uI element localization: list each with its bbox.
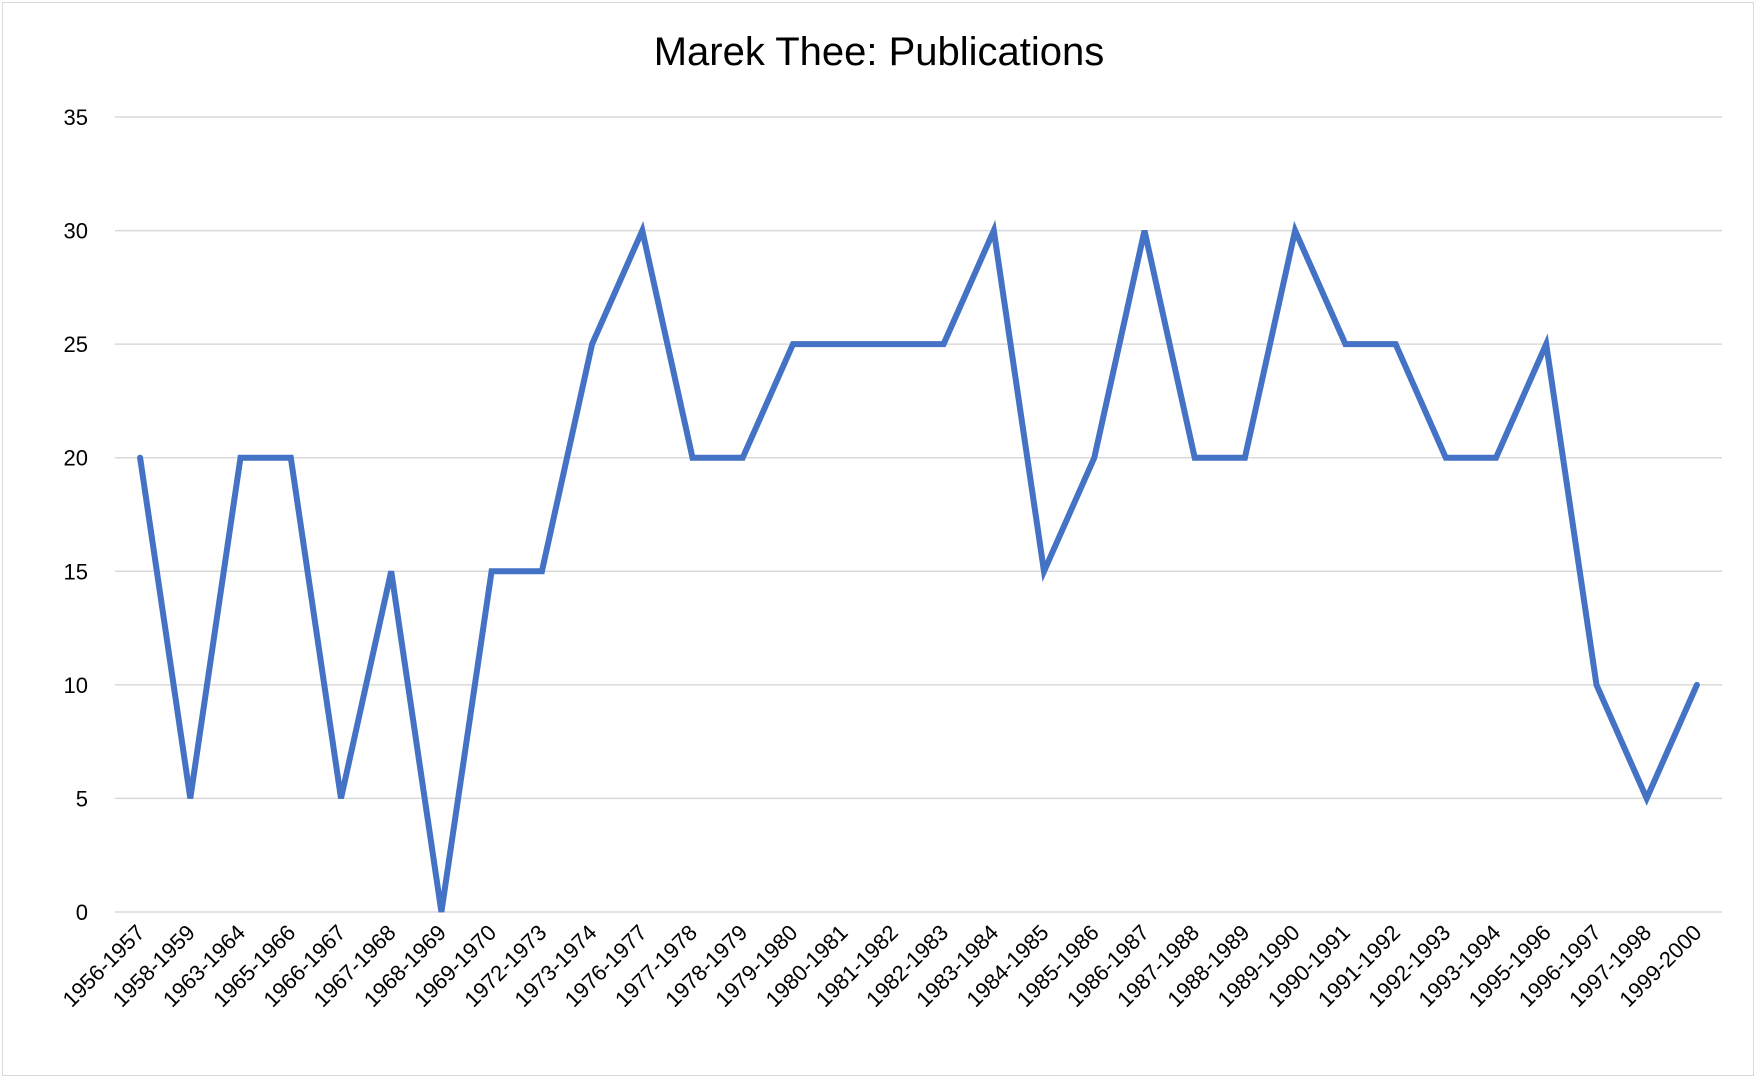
- y-tick-label: 30: [64, 219, 88, 244]
- y-tick-label: 0: [76, 900, 88, 925]
- y-tick-label: 20: [64, 446, 88, 471]
- series-layer: [137, 219, 1700, 913]
- chart-title: Marek Thee: Publications: [654, 30, 1105, 74]
- series-line: [137, 219, 1700, 913]
- y-tick-label: 10: [64, 673, 88, 698]
- y-tick-label: 15: [64, 559, 88, 584]
- y-tick-label: 5: [76, 786, 88, 811]
- x-axis-ticks: 1956-19571958-19591963-19641965-19661966…: [58, 920, 1707, 1012]
- y-tick-label: 35: [64, 105, 88, 130]
- y-axis-ticks: 0 5 10 15 20 25 30 35: [64, 105, 88, 925]
- gridlines: [115, 116, 1722, 913]
- y-tick-label: 25: [64, 332, 88, 357]
